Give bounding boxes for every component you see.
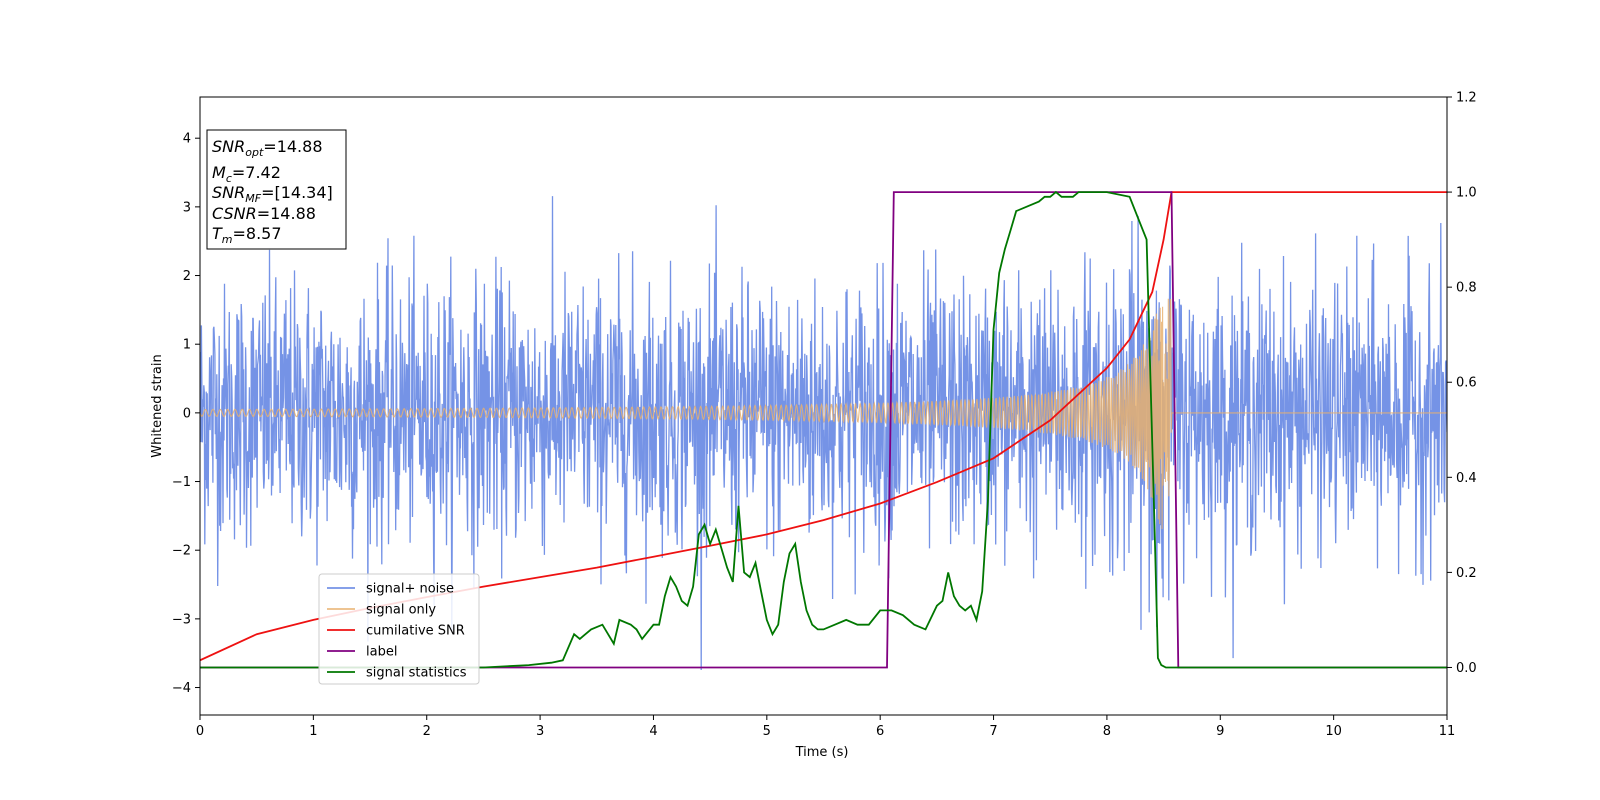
y-axis-label: Whitened strain — [150, 354, 165, 457]
annotation-line: Mc=7.42 — [212, 163, 281, 185]
x-axis-ticks: 0 1 2 3 4 5 6 7 8 9 10 11 — [196, 715, 1455, 739]
y-tick-label: −3 — [172, 612, 191, 627]
y-tick-label: 2 — [183, 269, 191, 284]
signal-noise-line — [200, 196, 1447, 671]
x-tick-label: 10 — [1325, 724, 1342, 739]
y2-tick-label: 0.0 — [1456, 661, 1477, 676]
y-tick-label: 4 — [183, 132, 191, 147]
plot-frame — [199, 96, 1448, 716]
y-tick-label: 1 — [183, 338, 191, 353]
y-axis-ticks: −4 −3 −2 −1 0 1 2 3 4 — [172, 132, 200, 696]
series-signal-statistics — [200, 190, 1447, 669]
x-tick-label: 11 — [1439, 724, 1456, 739]
x-tick-label: 5 — [763, 724, 771, 739]
legend-entry: label — [366, 645, 397, 660]
series-signal-noise — [200, 196, 1447, 671]
x-tick-label: 7 — [989, 724, 997, 739]
x-tick-label: 6 — [876, 724, 884, 739]
legend-entry: signal statistics — [366, 666, 467, 681]
annotation-line: Tm=8.57 — [212, 224, 282, 246]
x-tick-label: 0 — [196, 724, 204, 739]
annotation-line: SNRMF=[14.34] — [212, 183, 333, 205]
x-tick-label: 2 — [423, 724, 431, 739]
y-tick-label: −1 — [172, 475, 191, 490]
legend: signal+ noise signal only cumilative SNR la… — [318, 573, 480, 685]
y-tick-label: −4 — [172, 681, 191, 696]
y2-tick-label: 1.0 — [1456, 186, 1477, 201]
legend-entry: signal+ noise — [366, 582, 454, 597]
x-tick-label: 9 — [1216, 724, 1224, 739]
annotation-line: SNRopt=14.88 — [212, 137, 323, 159]
y2-tick-label: 0.2 — [1456, 566, 1477, 581]
x-axis-label: Time (s) — [795, 745, 849, 760]
x-tick-label: 8 — [1103, 724, 1111, 739]
y-tick-label: 0 — [183, 406, 191, 421]
legend-entry: cumilative SNR — [366, 624, 465, 639]
y-tick-label: −2 — [172, 544, 191, 559]
annotation-box: SNRopt=14.88 Mc=7.42SNRMF=[14.34]CSNR=14.… — [206, 129, 347, 250]
x-tick-label: 1 — [309, 724, 317, 739]
annotation-box-frame — [206, 129, 347, 250]
x-tick-label: 3 — [536, 724, 544, 739]
y-tick-label: 3 — [183, 200, 191, 215]
series-signal-only — [200, 298, 1447, 530]
signal-statistics-line — [200, 190, 1447, 669]
signal-only-line — [200, 298, 1447, 530]
legend-frame — [318, 573, 480, 685]
y2-tick-label: 0.8 — [1456, 281, 1477, 296]
y2-tick-label: 1.2 — [1456, 91, 1477, 106]
y2-tick-label: 0.4 — [1456, 471, 1477, 486]
annotation-line: CSNR=14.88 — [212, 204, 316, 223]
y2-tick-label: 0.6 — [1456, 376, 1477, 391]
x-tick-label: 4 — [649, 724, 657, 739]
y2-axis-ticks: 0.0 0.2 0.4 0.6 0.8 1.0 1.2 — [1447, 91, 1477, 676]
legend-entry: signal only — [366, 603, 436, 618]
